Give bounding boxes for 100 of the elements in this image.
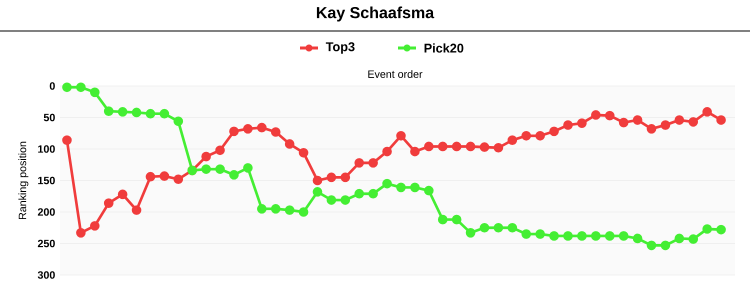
point [535,229,545,239]
point [76,228,86,238]
point [62,135,72,145]
point [160,108,170,119]
legend-label: Top3 [326,42,355,54]
y-tick-label: 200 [38,208,55,216]
point [702,107,712,117]
point [508,222,518,233]
point [466,142,476,152]
point [604,110,615,120]
point [549,126,559,136]
point [604,231,615,241]
point [521,130,532,141]
y-tick-label: 250 [38,240,55,248]
point [326,172,336,182]
point [257,204,267,214]
point [174,174,184,184]
point [716,115,726,125]
point [424,142,434,152]
y-tick-label: 50 [44,114,55,122]
point [577,231,587,241]
point [174,116,184,126]
legend-label: Pick20 [424,43,464,53]
point [298,148,308,158]
point [243,124,253,134]
point [396,130,406,141]
point [549,231,559,241]
point [382,178,392,188]
point [229,170,239,180]
point [508,135,518,145]
point [646,240,656,250]
point [480,222,490,233]
point [90,88,100,98]
point [229,126,239,136]
point [90,221,100,231]
point [563,231,573,241]
point [201,152,211,162]
point [674,234,684,244]
y-tick-label: 300 [38,271,55,279]
point [284,139,294,149]
point [480,142,490,152]
x-axis-title: Event order [368,70,422,78]
point [577,118,587,128]
point [382,146,392,156]
point [424,186,434,196]
y-tick-label: 100 [38,145,55,153]
point [716,224,726,234]
point [62,82,72,92]
point [632,234,642,244]
point [702,224,712,234]
chart-title: Kay Schaafsma [316,6,434,22]
point [438,142,448,152]
point [410,182,420,192]
point [340,195,350,205]
point [201,164,211,174]
point [632,115,642,125]
point [494,222,504,233]
point [660,120,670,130]
point [312,176,322,186]
point [215,164,225,174]
point [396,182,406,192]
point [494,142,504,153]
point [298,207,308,217]
point [688,234,698,244]
point [646,124,656,134]
point [354,158,364,168]
point [76,82,86,92]
point [270,127,281,137]
point [466,228,476,238]
point [340,172,350,182]
y-axis-title: Ranking position [18,142,28,220]
point [452,142,462,152]
point [270,204,281,214]
point [243,163,253,173]
point [660,240,670,250]
point [104,198,114,208]
point [368,158,378,168]
point [257,122,267,132]
point [368,188,378,199]
point [146,108,156,119]
point [146,172,156,182]
point [688,117,698,127]
point [132,108,142,118]
point [354,188,364,199]
point [591,110,601,120]
point [521,229,532,239]
point [104,106,114,116]
point [160,171,170,181]
y-tick-label: 150 [38,176,55,184]
point [326,195,336,205]
point [618,231,628,241]
point [618,118,628,128]
point [410,146,420,156]
point [118,190,128,200]
point [284,205,294,215]
point [132,205,142,215]
point [438,214,448,224]
point [674,115,684,125]
point [312,187,322,197]
point [535,130,545,141]
